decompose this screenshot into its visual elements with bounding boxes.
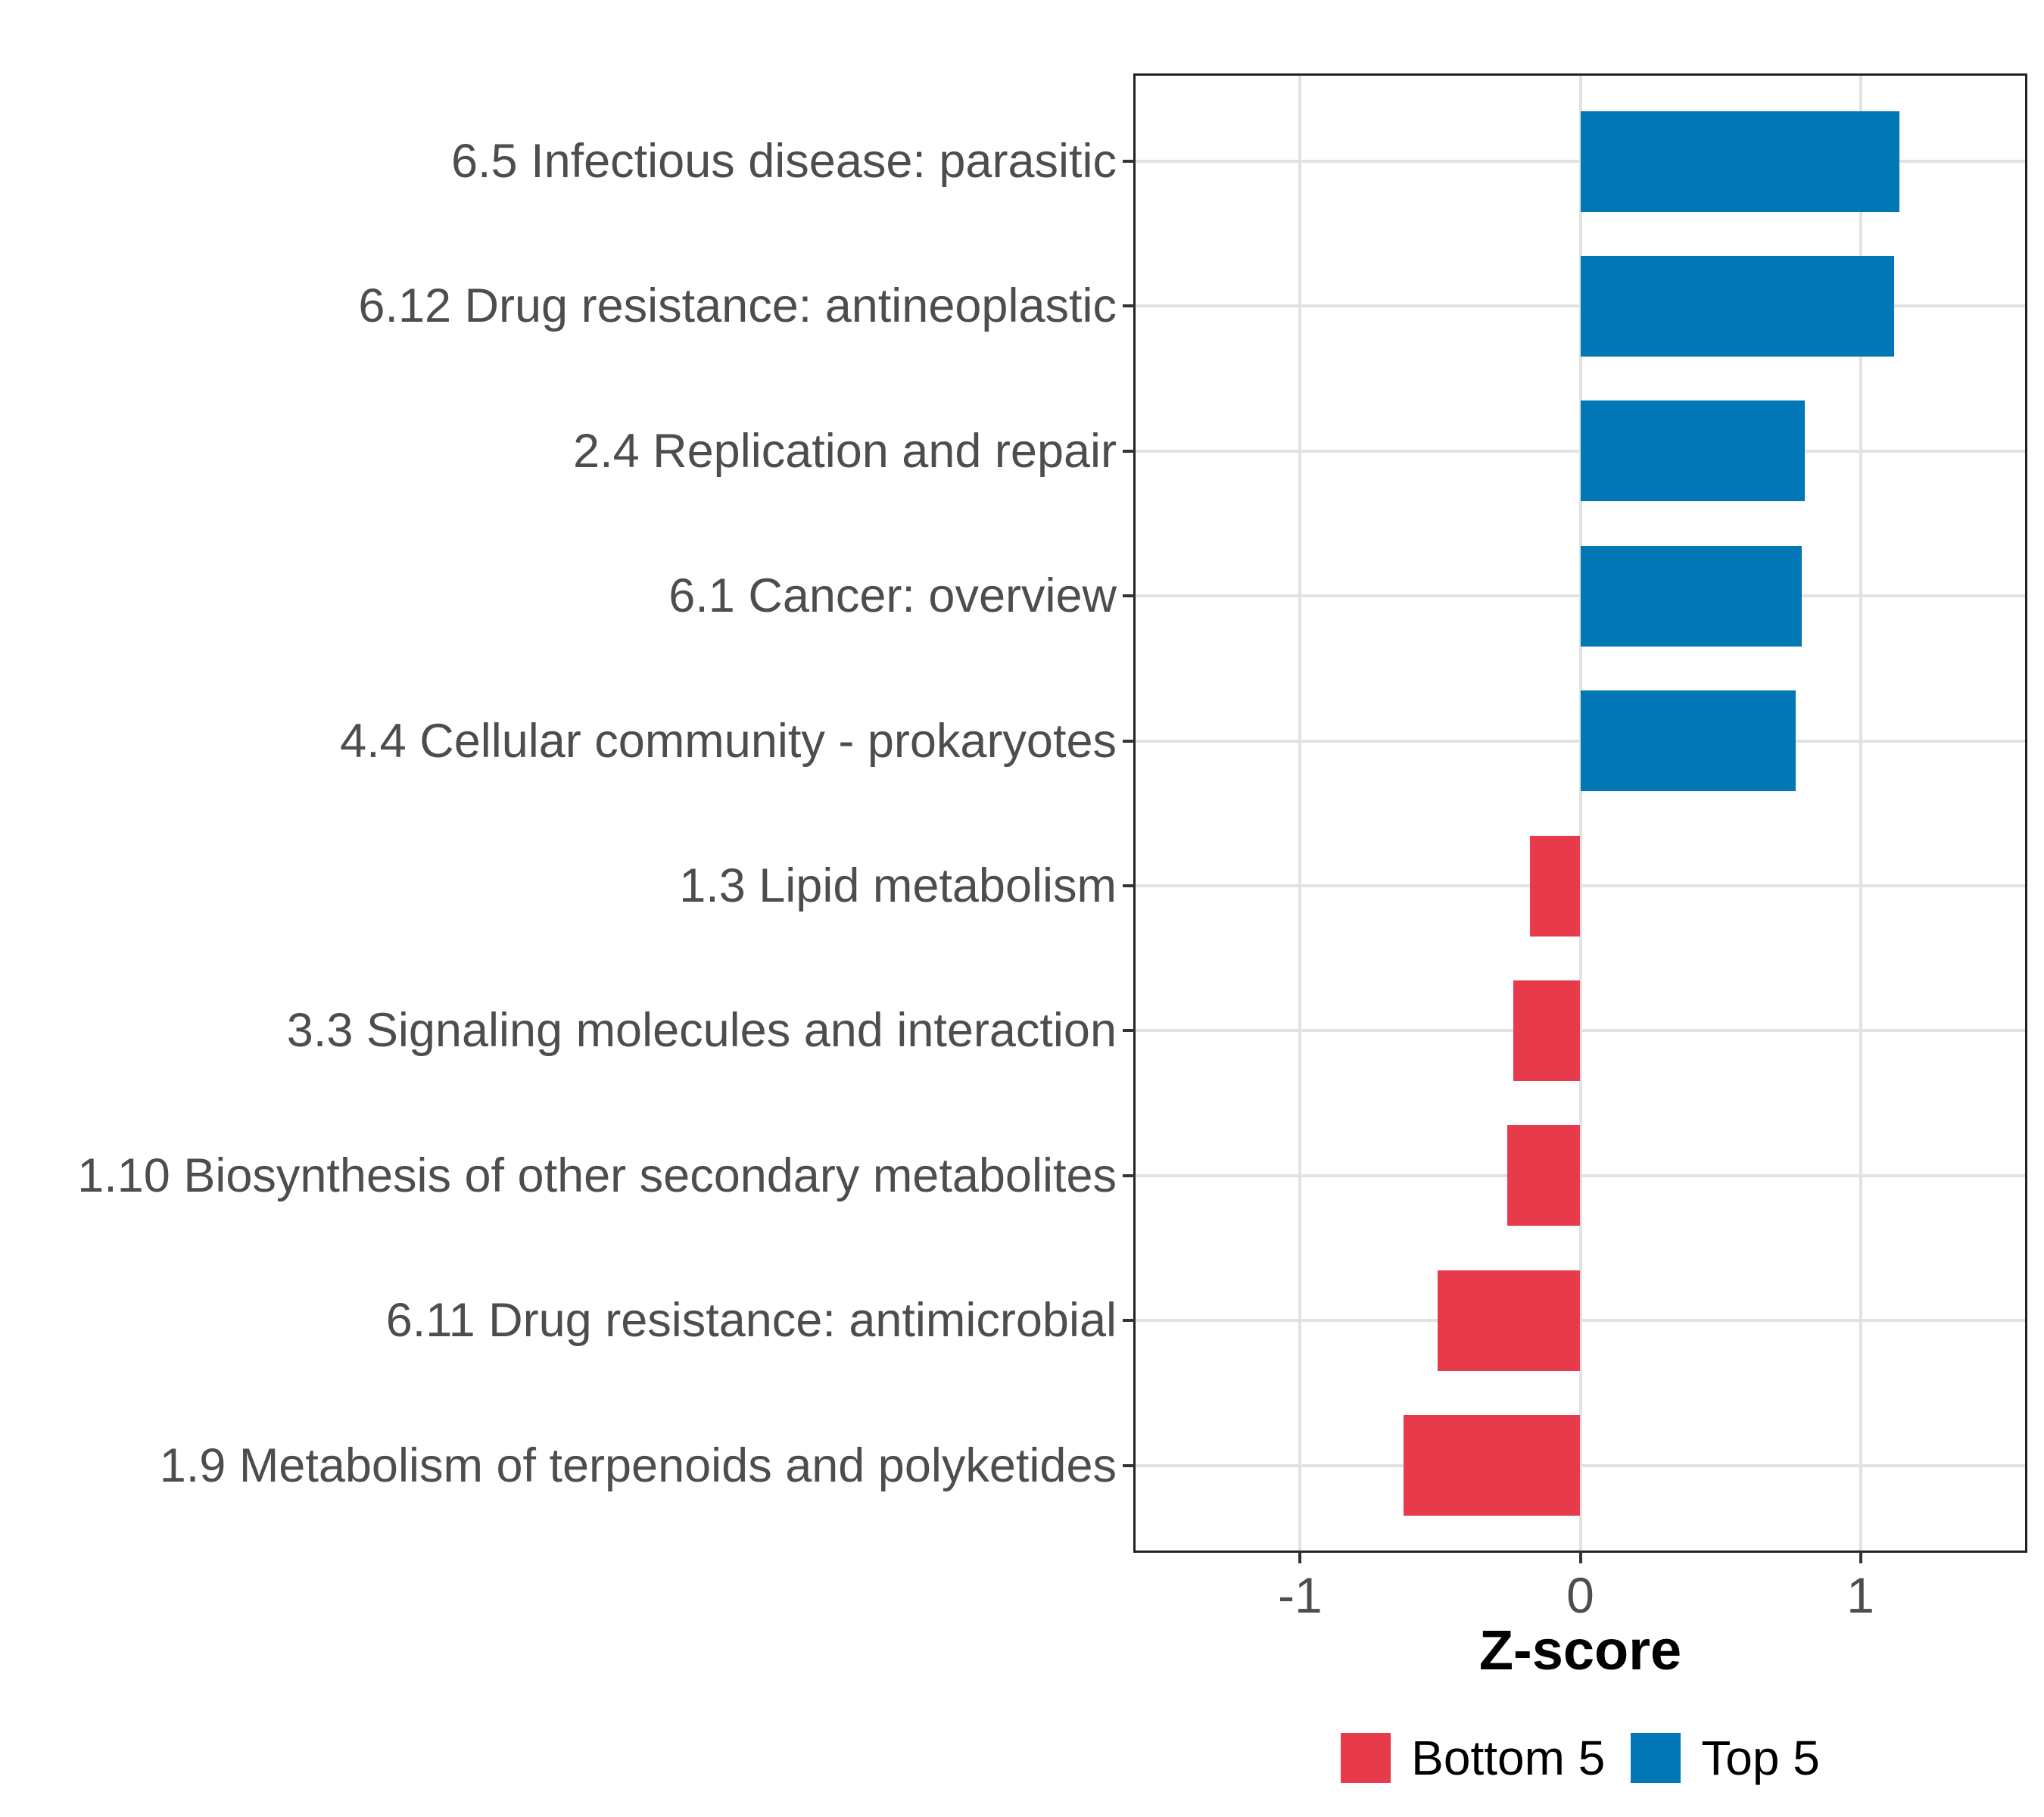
bar [1580, 111, 1900, 212]
y-axis-label: 6.1 Cancer: overview [668, 569, 1117, 623]
y-gridline [1135, 1029, 2026, 1033]
x-gridline [1578, 75, 1582, 1551]
bar [1580, 690, 1796, 792]
y-axis-label: 6.12 Drug resistance: antineoplastic [358, 279, 1117, 333]
y-axis-tick [1123, 160, 1135, 163]
y-axis-tick [1123, 739, 1135, 743]
y-axis-label: 4.4 Cellular community - prokaryotes [340, 714, 1117, 768]
y-axis-label: 1.10 Biosynthesis of other secondary met… [77, 1148, 1117, 1202]
x-axis-title: Z-score [1478, 1619, 1682, 1681]
y-axis-tick [1123, 1173, 1135, 1177]
x-gridline [1298, 75, 1302, 1551]
legend: Bottom 5 Top 5 [1135, 1730, 2026, 1786]
x-axis-tick [1578, 1551, 1582, 1563]
y-axis-tick [1123, 1029, 1135, 1033]
legend-item-bottom5: Bottom 5 [1341, 1730, 1605, 1786]
bar [1529, 835, 1581, 937]
x-axis-tick [1859, 1551, 1862, 1563]
y-axis-tick [1123, 884, 1135, 887]
x-axis-tick-label: 0 [1566, 1567, 1594, 1623]
x-axis-tick-label: 1 [1846, 1567, 1874, 1623]
y-gridline [1135, 884, 2026, 887]
legend-swatch-bottom5 [1341, 1733, 1391, 1783]
y-gridline [1135, 1463, 2026, 1467]
y-axis-label: 3.3 Signaling molecules and interaction [286, 1004, 1117, 1058]
y-axis-label: 1.9 Metabolism of terpenoids and polyket… [159, 1438, 1117, 1492]
y-axis-tick [1123, 449, 1135, 453]
y-axis-label: 6.5 Infectious disease: parasitic [451, 135, 1117, 188]
y-axis-tick [1123, 304, 1135, 308]
legend-label-top5: Top 5 [1701, 1731, 1820, 1785]
bar [1437, 1270, 1581, 1371]
bar [1513, 980, 1581, 1081]
x-gridline [1859, 75, 1862, 1551]
y-axis-label: 1.3 Lipid metabolism [679, 859, 1117, 912]
x-axis-tick [1298, 1551, 1302, 1563]
y-axis-tick [1123, 1463, 1135, 1467]
y-axis-tick [1123, 1319, 1135, 1323]
bar [1404, 1415, 1581, 1516]
y-axis-tick [1123, 594, 1135, 598]
y-gridline [1135, 1319, 2026, 1323]
y-gridline [1135, 1173, 2026, 1177]
y-axis-label: 2.4 Replication and repair [573, 424, 1117, 478]
bar [1580, 255, 1895, 357]
bar [1507, 1125, 1581, 1226]
y-axis-label: 6.11 Drug resistance: antimicrobial [385, 1294, 1117, 1348]
legend-swatch-top5 [1631, 1733, 1681, 1783]
bar [1580, 400, 1805, 502]
x-axis-tick-label: -1 [1278, 1567, 1323, 1623]
bar [1580, 545, 1802, 647]
legend-label-bottom5: Bottom 5 [1411, 1731, 1606, 1785]
legend-item-top5: Top 5 [1631, 1730, 1820, 1786]
